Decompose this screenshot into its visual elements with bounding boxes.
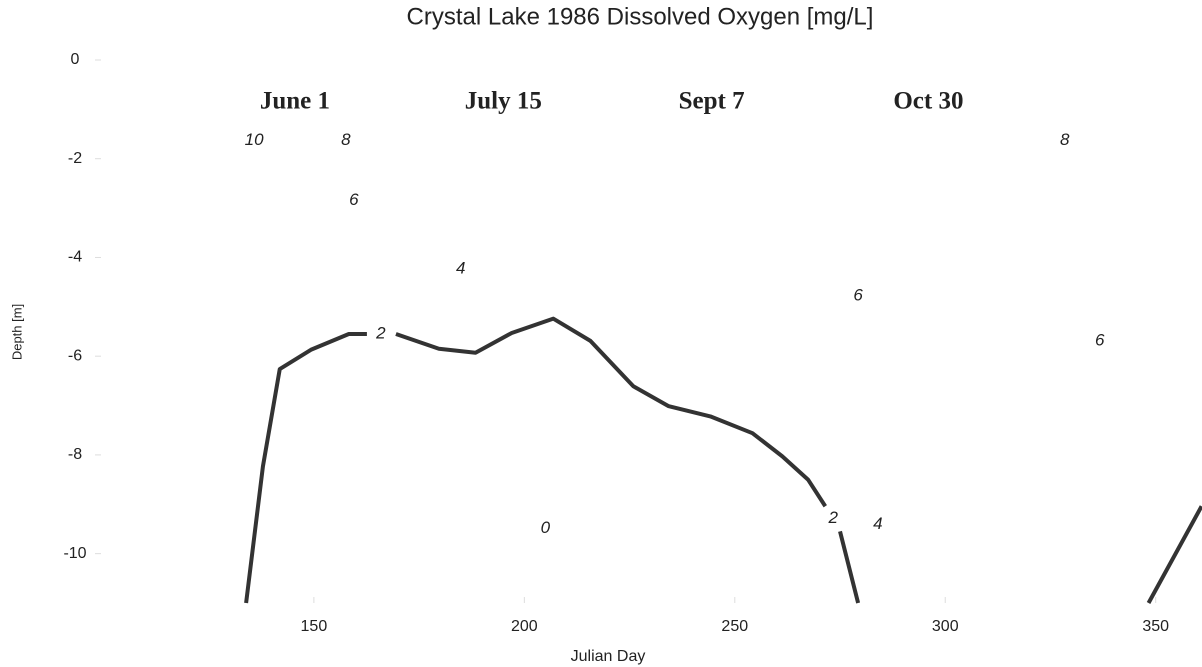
x-tick-label: 200 bbox=[511, 618, 538, 635]
contour-label: 8 bbox=[1060, 130, 1070, 149]
contour-label: 4 bbox=[456, 258, 465, 277]
x-tick-label: 250 bbox=[721, 618, 748, 635]
date-label: July 15 bbox=[465, 88, 542, 115]
contour-label: 10 bbox=[245, 130, 264, 149]
contour-label: 2 bbox=[828, 508, 839, 527]
x-axis-label: Julian Day bbox=[571, 648, 646, 665]
x-tick-label: 350 bbox=[1142, 618, 1169, 635]
date-label: June 1 bbox=[260, 88, 330, 115]
y-tick-label: -10 bbox=[63, 545, 86, 562]
y-tick-label: -2 bbox=[68, 150, 82, 167]
contour-label: 0 bbox=[541, 518, 551, 537]
contour-label: 2 bbox=[375, 323, 386, 342]
contour-label: 6 bbox=[853, 285, 863, 304]
contour-line bbox=[244, 316, 1202, 604]
contour-label: 6 bbox=[1095, 330, 1105, 349]
y-tick-label: -8 bbox=[68, 446, 82, 463]
y-tick-label: -6 bbox=[68, 347, 82, 364]
contour-label: 6 bbox=[349, 190, 359, 209]
x-tick-label: 300 bbox=[932, 618, 959, 635]
contour-label: 4 bbox=[873, 514, 882, 533]
x-tick-label: 150 bbox=[301, 618, 328, 635]
chart-title: Crystal Lake 1986 Dissolved Oxygen [mg/L… bbox=[407, 3, 874, 30]
contour-label: 8 bbox=[341, 130, 351, 149]
y-axis-label: Depth [m] bbox=[9, 304, 24, 360]
date-label: Sept 7 bbox=[679, 88, 745, 115]
y-tick-label: 0 bbox=[71, 51, 80, 68]
y-tick-label: -4 bbox=[68, 249, 82, 266]
date-label: Oct 30 bbox=[893, 88, 963, 115]
